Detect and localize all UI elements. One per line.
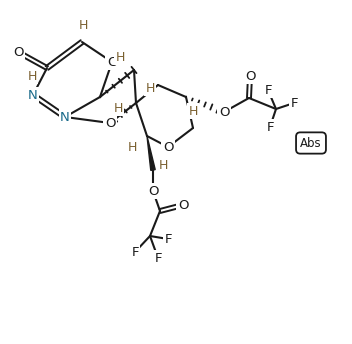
Text: O: O bbox=[107, 55, 117, 68]
Text: F: F bbox=[290, 97, 298, 109]
Text: O: O bbox=[178, 198, 188, 212]
Text: H: H bbox=[78, 19, 88, 32]
Text: O: O bbox=[105, 117, 115, 129]
Text: O: O bbox=[148, 184, 158, 197]
Text: H: H bbox=[113, 101, 123, 115]
Text: H: H bbox=[145, 82, 155, 95]
Text: O: O bbox=[219, 106, 229, 118]
Text: Abs: Abs bbox=[300, 137, 322, 150]
Text: H: H bbox=[127, 140, 137, 153]
Text: N: N bbox=[28, 88, 38, 101]
Text: F: F bbox=[264, 84, 272, 97]
Text: O: O bbox=[163, 140, 173, 153]
Text: O: O bbox=[13, 45, 23, 58]
Text: O: O bbox=[245, 69, 255, 83]
Text: N: N bbox=[60, 110, 70, 123]
Text: F: F bbox=[154, 251, 162, 265]
Text: H: H bbox=[158, 159, 168, 172]
Text: H: H bbox=[188, 105, 198, 118]
Text: H: H bbox=[27, 69, 37, 83]
Polygon shape bbox=[147, 136, 155, 170]
Text: H: H bbox=[115, 51, 125, 64]
Text: F: F bbox=[266, 120, 274, 133]
Text: F: F bbox=[164, 233, 172, 246]
Text: F: F bbox=[131, 246, 139, 258]
